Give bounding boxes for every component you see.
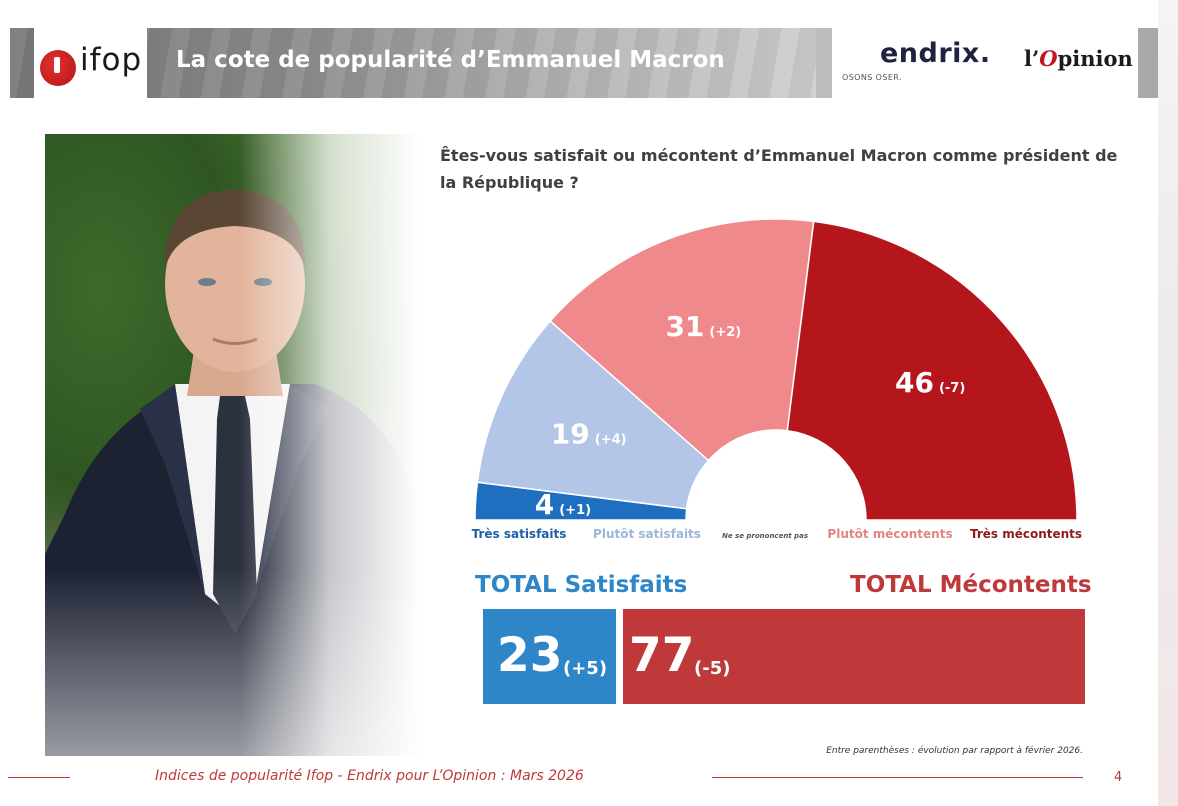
lopinion-logo-prefix: l’	[1024, 46, 1040, 71]
total-satisfaits-change: (+5)	[563, 658, 608, 679]
footer-rule-left	[8, 777, 70, 778]
total-mecontents-label: TOTAL Mécontents	[850, 572, 1092, 598]
photo-fade-overlay-bottom	[45, 134, 420, 756]
survey-question: Êtes-vous satisfait ou mécontent d’Emman…	[440, 146, 1118, 192]
slice-plutot-mecontents	[549, 218, 815, 462]
page-title: La cote de popularité d’Emmanuel Macron	[176, 47, 725, 73]
slice-label-plutot-mecontents: 31 (+2)	[665, 310, 741, 343]
total-satisfaits-box: 23 (+5)	[483, 609, 616, 704]
window-edge	[1158, 0, 1178, 806]
slice-label-plutot-satisfaits: 19 (+4)	[551, 417, 627, 450]
category-label-plutot-satisfaits: Plutôt satisfaits	[593, 527, 701, 541]
total-mecontents-change: (-5)	[694, 658, 731, 679]
category-label-ne-se-prononcent-pas: Ne se prononcent pas	[722, 532, 808, 540]
portrait-photo	[45, 134, 420, 756]
footer-caption: Indices de popularité Ifop - Endrix pour…	[155, 768, 584, 784]
slice-tres-mecontents	[786, 220, 1078, 521]
endrix-tagline: OSONS OSER.	[842, 73, 902, 82]
ifop-logo-text: ifop	[80, 42, 143, 78]
ifop-logo-mark-icon	[40, 50, 76, 86]
slice-label-tres-satisfaits: 4 (+1)	[535, 488, 591, 521]
slice-label-tres-mecontents: 46 (-7)	[895, 366, 965, 399]
total-mecontents-box: 77 (-5)	[623, 609, 1085, 704]
partner-logos	[832, 18, 1138, 106]
category-label-tres-satisfaits: Très satisfaits	[472, 527, 567, 541]
category-label-plutot-mecontents: Plutôt mécontents	[827, 527, 952, 541]
lopinion-logo: l’Opinion	[1024, 46, 1133, 71]
total-mecontents-value: 77	[629, 628, 695, 683]
slice-plutot-satisfaits	[476, 319, 710, 510]
total-satisfaits-label: TOTAL Satisfaits	[475, 572, 688, 598]
category-label-tres-mecontents: Très mécontents	[970, 527, 1082, 541]
endrix-logo: endrix.	[880, 38, 991, 69]
page-number: 4	[1114, 770, 1123, 785]
evolution-note: Entre parenthèses : évolution par rappor…	[826, 746, 1083, 756]
lopinion-logo-o: O	[1039, 46, 1058, 71]
lopinion-logo-rest: pinion	[1057, 46, 1133, 71]
ifop-logo: ifop	[34, 28, 147, 98]
footer-rule-right	[712, 777, 1083, 778]
total-satisfaits-value: 23	[497, 628, 563, 683]
